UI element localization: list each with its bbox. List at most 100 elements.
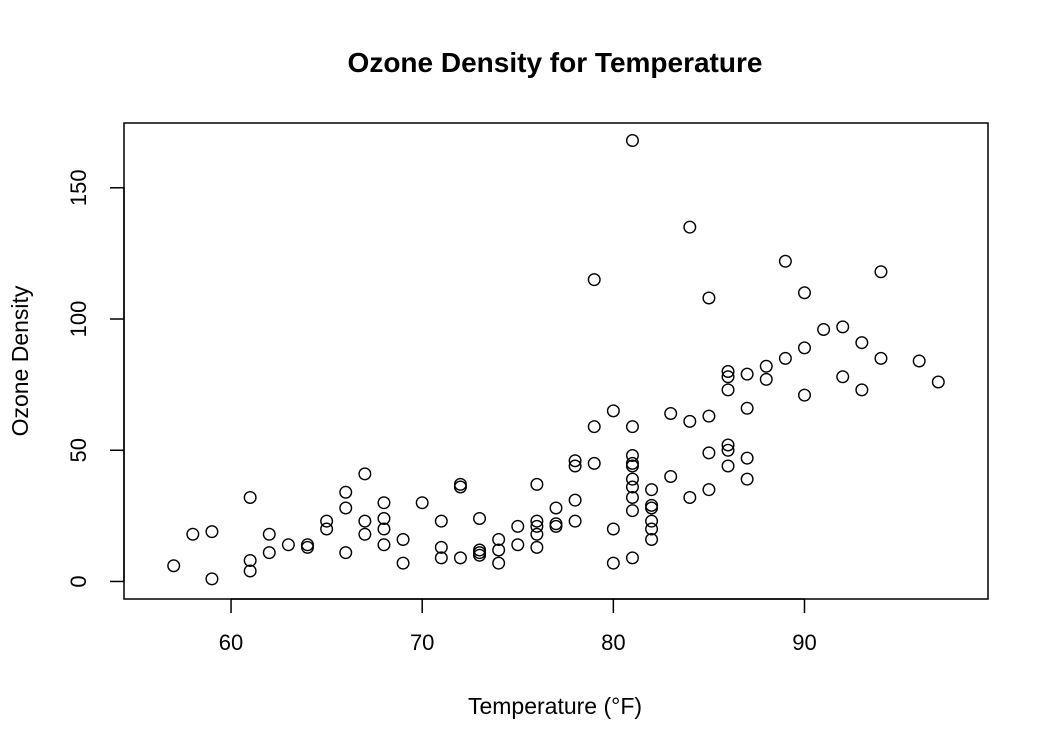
data-point xyxy=(415,496,429,510)
data-point xyxy=(568,459,582,473)
data-point xyxy=(645,514,659,528)
data-point xyxy=(912,354,926,368)
data-point xyxy=(625,551,639,565)
data-point xyxy=(492,543,506,557)
data-points xyxy=(167,134,945,586)
data-point xyxy=(549,517,563,531)
data-point xyxy=(740,367,754,381)
data-point xyxy=(339,501,353,515)
data-point xyxy=(778,254,792,268)
data-point xyxy=(434,551,448,565)
data-point xyxy=(759,359,773,373)
data-point xyxy=(606,404,620,418)
data-point xyxy=(587,273,601,287)
data-point xyxy=(855,383,869,397)
x-tick-label: 60 xyxy=(219,630,243,655)
x-tick-label: 80 xyxy=(601,630,625,655)
data-point xyxy=(530,519,544,533)
data-point xyxy=(530,477,544,491)
data-point xyxy=(243,553,257,567)
data-point xyxy=(434,540,448,554)
data-point xyxy=(606,556,620,570)
data-point xyxy=(281,538,295,552)
data-point xyxy=(320,514,334,528)
x-tick-label: 90 xyxy=(792,630,816,655)
y-axis-label: Ozone Density xyxy=(7,285,33,436)
data-point xyxy=(606,522,620,536)
data-point xyxy=(205,525,219,539)
data-point xyxy=(721,383,735,397)
x-axis-label: Temperature (°F) xyxy=(468,693,642,719)
data-point xyxy=(625,490,639,504)
data-point xyxy=(377,511,391,525)
data-point xyxy=(243,564,257,578)
data-point xyxy=(721,443,735,457)
data-point xyxy=(568,514,582,528)
data-point xyxy=(836,320,850,334)
chart-title: Ozone Density for Temperature xyxy=(348,47,763,78)
data-point xyxy=(473,511,487,525)
data-point xyxy=(511,538,525,552)
data-point xyxy=(396,556,410,570)
data-point xyxy=(186,527,200,541)
data-point xyxy=(358,467,372,481)
plot-box xyxy=(123,122,989,600)
data-point xyxy=(625,134,639,148)
data-point xyxy=(492,556,506,570)
data-point xyxy=(721,364,735,378)
data-point xyxy=(721,459,735,473)
data-point xyxy=(396,532,410,546)
data-point xyxy=(874,265,888,279)
y-tick-label: 150 xyxy=(66,169,91,206)
data-point xyxy=(492,532,506,546)
data-point xyxy=(664,469,678,483)
data-point xyxy=(645,498,659,512)
data-point xyxy=(530,540,544,554)
y-tick-label: 0 xyxy=(66,575,91,587)
data-point xyxy=(740,401,754,415)
y-tick-label: 100 xyxy=(66,301,91,338)
data-point xyxy=(645,483,659,497)
data-point xyxy=(339,485,353,499)
data-point xyxy=(683,220,697,234)
data-point xyxy=(167,559,181,573)
data-point xyxy=(836,370,850,384)
data-point xyxy=(453,551,467,565)
data-point xyxy=(683,490,697,504)
data-point xyxy=(549,501,563,515)
data-point xyxy=(262,527,276,541)
x-axis: 60 70 80 90 xyxy=(219,598,817,655)
data-point xyxy=(530,514,544,528)
data-point xyxy=(702,409,716,423)
data-point xyxy=(377,538,391,552)
data-point xyxy=(645,522,659,536)
x-tick-label: 70 xyxy=(410,630,434,655)
data-point xyxy=(797,388,811,402)
data-point xyxy=(797,286,811,300)
data-point xyxy=(434,514,448,528)
data-point xyxy=(205,572,219,586)
data-point xyxy=(874,351,888,365)
data-point xyxy=(721,370,735,384)
data-point xyxy=(625,480,639,494)
data-point xyxy=(549,519,563,533)
data-point xyxy=(511,519,525,533)
data-point xyxy=(625,504,639,518)
data-point xyxy=(931,375,945,389)
data-point xyxy=(358,527,372,541)
data-point xyxy=(262,546,276,560)
data-point xyxy=(797,341,811,355)
data-point xyxy=(702,446,716,460)
data-point xyxy=(664,406,678,420)
data-point xyxy=(645,501,659,515)
data-point xyxy=(453,477,467,491)
data-point xyxy=(721,438,735,452)
data-point xyxy=(702,483,716,497)
data-point xyxy=(587,456,601,470)
data-point xyxy=(625,459,639,473)
data-point xyxy=(683,414,697,428)
y-tick-label: 50 xyxy=(66,438,91,462)
data-point xyxy=(453,480,467,494)
data-point xyxy=(377,522,391,536)
